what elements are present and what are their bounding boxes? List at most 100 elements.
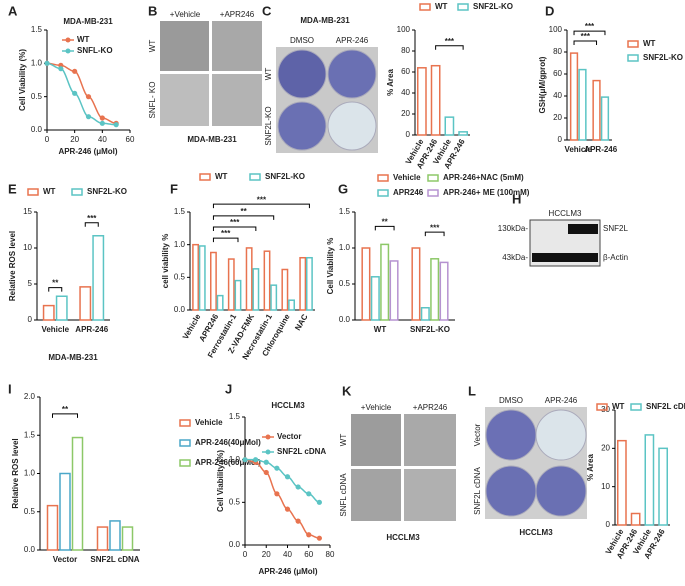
bar: [42, 304, 55, 321]
plate: [485, 409, 537, 461]
panel-letter: E: [8, 181, 17, 196]
bar: [630, 512, 641, 526]
legend-swatch: [627, 54, 639, 62]
y-tick-label: 1.5: [229, 412, 241, 421]
legend-label: Vector: [277, 432, 301, 441]
x-tick-label: APR-246: [584, 145, 617, 154]
significance-label: ***: [87, 214, 97, 223]
series-line: [46, 62, 117, 125]
data-point: [72, 90, 78, 96]
y-axis-label: Cell Viability (%): [18, 49, 27, 111]
micrograph: [351, 414, 401, 466]
data-point: [274, 465, 280, 471]
bar: [644, 434, 655, 526]
x-tick-label: Vehicle: [41, 325, 69, 334]
caption: MDA-MB-231: [187, 135, 237, 144]
legend-swatch: [179, 459, 191, 467]
significance-label: ***: [257, 195, 267, 204]
significance-bracket: [212, 237, 239, 243]
y-tick-label: 100: [397, 25, 411, 34]
y-axis-label: Cell Viability %: [326, 238, 335, 295]
legend-swatch: [179, 439, 191, 447]
legend-swatch: [265, 449, 271, 455]
bar: [370, 276, 380, 321]
y-tick-label: 60: [401, 67, 410, 76]
significance-bracket: [84, 222, 99, 227]
x-axis-label: APR-246 (μMol): [258, 567, 317, 576]
y-tick-label: 80: [553, 47, 562, 56]
legend-swatch: [377, 189, 389, 197]
data-point: [44, 60, 50, 66]
bar: [92, 235, 105, 321]
x-tick-label: 0: [243, 550, 248, 559]
panel-letter: I: [8, 381, 12, 396]
y-tick-label: 1.0: [174, 240, 186, 249]
legend-label: SNF2L-KO: [265, 172, 305, 181]
x-tick-label: 40: [98, 135, 107, 144]
legend-label: APR-246(40μMol): [195, 438, 261, 447]
bar: [569, 52, 579, 141]
significance-bracket: [573, 40, 598, 45]
micrograph: [404, 469, 456, 521]
bar: [430, 258, 440, 321]
plate: [535, 409, 587, 461]
bar: [121, 526, 134, 551]
column-label: +Vehicle: [361, 403, 392, 412]
data-point: [316, 499, 322, 505]
bar: [592, 79, 601, 141]
legend-label: APR-246(60μMol): [195, 458, 261, 467]
legend-label: SNF2L-KO: [473, 2, 513, 11]
blot-band: [568, 224, 598, 234]
bar: [578, 68, 587, 141]
bar: [198, 245, 206, 311]
bar: [109, 520, 121, 551]
legend-label: SNF2L-KO: [87, 187, 127, 196]
bar: [411, 247, 421, 321]
x-tick-label: 20: [70, 135, 79, 144]
data-point: [295, 484, 301, 490]
legend-label: APR246: [393, 188, 424, 197]
bar: [417, 67, 427, 136]
x-tick-label: Vector: [53, 555, 77, 564]
legend-label: WT: [612, 402, 625, 411]
size-marker: 130kDa-: [498, 224, 529, 233]
y-tick-label: 100: [549, 25, 563, 34]
legend-swatch: [199, 173, 211, 181]
legend-swatch: [27, 188, 39, 196]
chart-title: HCCLM3: [271, 401, 305, 410]
x-tick-label: NAC: [293, 312, 310, 332]
row-label: SNFL cDNA: [339, 473, 348, 517]
legend-label: SNF2L cDNA: [277, 447, 326, 456]
image-title: HCCLM3: [549, 209, 582, 218]
y-tick-label: 0.0: [24, 545, 36, 554]
y-tick-label: 1.5: [24, 430, 36, 439]
data-point: [306, 532, 312, 538]
legend-swatch: [265, 434, 271, 440]
band-label: SNF2L: [603, 224, 628, 233]
legend-swatch: [457, 3, 469, 11]
significance-label: **: [382, 218, 389, 227]
bar: [252, 268, 260, 311]
bar: [380, 243, 390, 321]
legend-label: Vehicle: [393, 173, 421, 182]
y-tick-label: 0.0: [339, 315, 351, 324]
y-tick-label: 40: [553, 91, 562, 100]
panel-letter: H: [512, 191, 521, 206]
series-line: [46, 62, 117, 126]
significance-label: **: [52, 279, 59, 288]
y-axis-label: Cell Viability (%): [216, 450, 225, 512]
column-label: +APR246: [220, 10, 255, 19]
bar: [389, 260, 399, 321]
plate: [277, 101, 327, 151]
x-tick-label: 20: [262, 550, 271, 559]
x-tick-label: 60: [126, 135, 135, 144]
bar: [299, 256, 307, 311]
panel-letter: A: [8, 3, 18, 18]
data-point: [99, 115, 105, 121]
legend-swatch: [419, 3, 431, 11]
y-tick-label: 0.5: [24, 507, 36, 516]
y-tick-label: 1.0: [31, 58, 43, 67]
legend-swatch: [427, 189, 439, 197]
blot-band: [532, 253, 598, 262]
